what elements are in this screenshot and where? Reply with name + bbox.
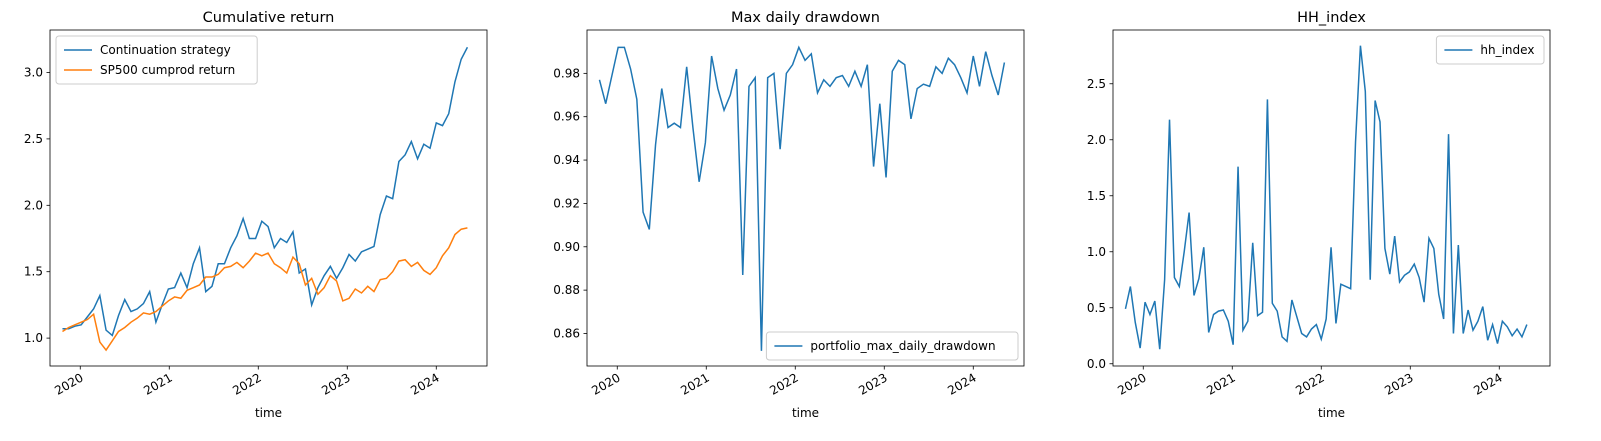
x-tick-label: 2023 <box>1382 370 1415 397</box>
legend-label: hh_index <box>1480 43 1534 57</box>
chart-title: Max daily drawdown <box>731 10 880 26</box>
x-axis-label: time <box>255 406 282 420</box>
x-tick-label: 2022 <box>230 370 263 397</box>
y-tick-label: 2.0 <box>1087 133 1106 147</box>
x-tick-label: 2024 <box>1471 370 1504 397</box>
y-tick-label: 3.0 <box>24 65 43 79</box>
y-tick-label: 1.0 <box>1087 245 1106 259</box>
x-axis-label: time <box>792 406 819 420</box>
axes-frame <box>49 29 488 367</box>
x-tick-label: 2020 <box>52 370 85 397</box>
y-tick-label: 2.5 <box>1087 77 1106 91</box>
x-tick-label: 2021 <box>1204 370 1237 397</box>
y-tick-label: 1.5 <box>1087 189 1106 203</box>
x-tick-label: 2021 <box>678 370 711 397</box>
y-tick-label: 0.98 <box>553 66 580 80</box>
chart-title: Cumulative return <box>203 10 335 26</box>
x-tick-label: 2021 <box>141 370 174 397</box>
y-tick-label: 0.5 <box>1087 301 1106 315</box>
x-tick-label: 2022 <box>1293 370 1326 397</box>
y-tick-label: 0.88 <box>553 283 580 297</box>
series-line <box>598 45 1006 351</box>
x-tick-label: 2020 <box>589 370 622 397</box>
legend-label: Continuation strategy <box>100 43 231 57</box>
x-tick-label: 2020 <box>1115 370 1148 397</box>
series-line <box>1124 45 1528 350</box>
x-tick-label: 2024 <box>408 370 441 397</box>
y-tick-label: 0.86 <box>553 326 580 340</box>
axes-frame <box>586 29 1025 367</box>
plot-area <box>1124 45 1528 350</box>
y-tick-label: 0.96 <box>553 110 580 124</box>
plot-area <box>62 46 469 352</box>
legend-label: portfolio_max_daily_drawdown <box>810 339 995 353</box>
series-line <box>62 46 469 337</box>
x-tick-label: 2024 <box>945 370 978 397</box>
y-tick-label: 0.92 <box>553 196 580 210</box>
chart-title: HH_index <box>1297 10 1366 26</box>
plot-area <box>598 45 1006 351</box>
series-line <box>62 227 468 352</box>
x-tick-label: 2023 <box>319 370 352 397</box>
x-tick-label: 2022 <box>767 370 800 397</box>
y-tick-label: 0.0 <box>1087 357 1106 371</box>
legend-box <box>55 35 258 85</box>
y-tick-label: 2.5 <box>24 132 43 146</box>
legend-box <box>1435 35 1545 65</box>
x-axis-label: time <box>1318 406 1345 420</box>
axes-frame <box>1112 29 1551 367</box>
y-tick-label: 0.90 <box>553 240 580 254</box>
y-tick-label: 2.0 <box>24 198 43 212</box>
y-tick-label: 1.0 <box>24 331 43 345</box>
legend-box <box>765 331 1019 361</box>
y-tick-label: 0.94 <box>553 153 580 167</box>
legend-label: SP500 cumprod return <box>100 63 235 77</box>
x-tick-label: 2023 <box>856 370 889 397</box>
y-tick-label: 1.5 <box>24 265 43 279</box>
